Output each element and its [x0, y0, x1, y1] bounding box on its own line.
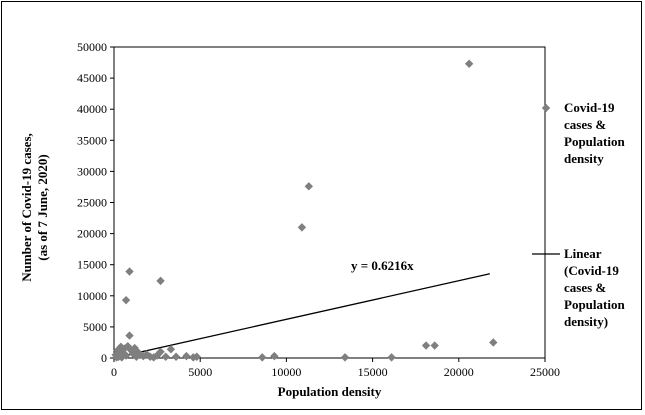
- data-point: [121, 295, 131, 305]
- legend: Covid-19 cases & Population density Linear (C…: [532, 100, 625, 329]
- legend-label-linear: density): [564, 314, 608, 329]
- legend-label-linear: Population: [564, 297, 625, 312]
- x-tick-label: 15000: [358, 365, 388, 379]
- data-point: [192, 352, 201, 361]
- legend-label-scatter: cases &: [564, 117, 606, 132]
- x-axis-title: Population density: [278, 384, 382, 399]
- y-axis-ticks: 0 5000 10000 15000 20000 25000 30000 35000 40000…: [77, 40, 114, 365]
- data-point: [156, 347, 165, 356]
- data-point: [182, 351, 191, 361]
- legend-label-linear: Linear: [564, 246, 602, 261]
- data-points: [111, 59, 498, 362]
- data-point: [166, 345, 176, 354]
- data-point: [489, 338, 498, 347]
- y-tick-label: 35000: [77, 133, 107, 147]
- legend-label-scatter: Population: [564, 134, 625, 149]
- y-tick-label: 10000: [77, 289, 107, 303]
- data-point: [464, 59, 474, 68]
- y-tick-label: 50000: [77, 40, 107, 54]
- legend-label-linear: (Covid-19: [564, 263, 619, 278]
- legend-label-scatter: Covid-19: [564, 100, 615, 115]
- x-tick-label: 20000: [444, 365, 474, 379]
- data-point: [304, 182, 314, 191]
- legend-label-scatter: density: [564, 151, 604, 166]
- y-axis-title-line: (as of 7 June, 2020): [35, 154, 50, 261]
- x-axis-ticks: 0 5000 10000 15000 20000 25000: [111, 358, 560, 379]
- data-point: [156, 276, 165, 286]
- y-tick-label: 30000: [77, 164, 107, 178]
- data-point: [387, 353, 396, 362]
- plot-area: [113, 46, 546, 359]
- trendline-equation: y = 0.6216x: [351, 258, 414, 273]
- x-tick-label: 0: [111, 365, 117, 379]
- data-point: [117, 353, 126, 362]
- legend-marker-scatter: [541, 103, 551, 113]
- y-tick-label: 5000: [83, 320, 107, 334]
- x-tick-label: 10000: [271, 365, 301, 379]
- data-point: [258, 353, 267, 362]
- data-point: [430, 341, 439, 350]
- x-tick-label: 25000: [530, 365, 560, 379]
- data-point: [340, 353, 350, 362]
- y-tick-label: 20000: [77, 227, 107, 241]
- y-axis-title-line: Number of Covid-19 cases,: [19, 133, 34, 282]
- y-tick-label: 25000: [77, 196, 107, 210]
- chart-frame: 0 5000 10000 15000 20000 25000 0 5000 10000 1500…: [1, 1, 642, 410]
- data-point: [125, 267, 134, 276]
- data-point: [115, 349, 125, 358]
- data-point: [171, 352, 181, 361]
- data-point: [270, 351, 279, 361]
- data-point: [421, 341, 431, 350]
- y-tick-label: 40000: [77, 102, 107, 116]
- y-tick-label: 45000: [77, 71, 107, 85]
- y-axis-title: Number of Covid-19 cases, (as of 7 June, …: [19, 133, 50, 282]
- y-tick-label: 15000: [77, 258, 107, 272]
- y-tick-label: 0: [101, 351, 107, 365]
- x-tick-label: 5000: [188, 365, 212, 379]
- linear-trendline: [113, 273, 490, 359]
- data-point: [161, 352, 170, 361]
- data-point: [125, 331, 134, 340]
- data-point: [297, 223, 307, 232]
- legend-label-linear: cases &: [564, 280, 606, 295]
